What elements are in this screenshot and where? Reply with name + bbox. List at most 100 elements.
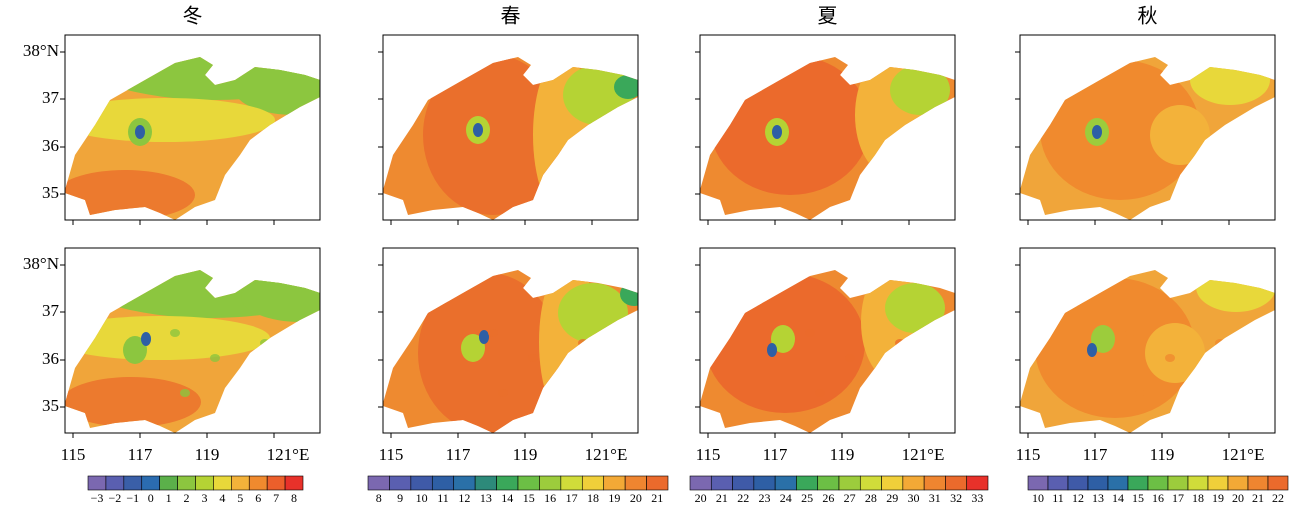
- map-panel: 115 117 119 121°E: [378, 247, 639, 464]
- colorbar-label: 17: [566, 491, 578, 505]
- colorbar-label: 24: [780, 491, 792, 505]
- colorbar-box: [796, 475, 819, 491]
- x-tick-label: 117: [446, 445, 471, 464]
- panel-frame: [382, 247, 639, 434]
- colorbar-label: 10: [416, 491, 428, 505]
- map-region: [771, 325, 795, 353]
- colorbar-box: [1067, 475, 1089, 491]
- colorbar-box: [902, 475, 925, 491]
- panel-title: 夏: [818, 6, 838, 28]
- colorbar-label: 15: [523, 491, 535, 505]
- map-region: [65, 316, 270, 360]
- colorbar-label: 8: [376, 491, 382, 505]
- map-region: [479, 330, 489, 344]
- map-fill: [383, 270, 638, 433]
- x-tick-label: 117: [1083, 445, 1108, 464]
- colorbar-label: 0: [148, 491, 154, 505]
- colorbar-label: 9: [397, 491, 403, 505]
- map-panel: [378, 34, 639, 225]
- colorbar-box: [1107, 475, 1129, 491]
- colorbar-label: 21: [1252, 491, 1264, 505]
- colorbar-box: [1027, 475, 1049, 491]
- colorbar-box: [1167, 475, 1189, 491]
- colorbar-box: [141, 475, 160, 491]
- map-spot: [210, 354, 220, 362]
- colorbar-label: 14: [1112, 491, 1124, 505]
- colorbar-box: [838, 475, 861, 491]
- map-region: [473, 123, 483, 137]
- colorbar-box: [159, 475, 178, 491]
- map-region: [1190, 57, 1270, 105]
- panel-frame: [64, 34, 321, 221]
- y-tick-label: 36: [42, 349, 59, 368]
- colorbar-label: 18: [587, 491, 599, 505]
- map-region: [1150, 105, 1210, 165]
- panel-frame: [64, 247, 321, 434]
- colorbar-box: [689, 475, 712, 491]
- colorbar-label: 12: [1072, 491, 1084, 505]
- y-tick-label: 37: [42, 88, 60, 107]
- colorbar-label: 32: [950, 491, 962, 505]
- map-spot: [1075, 299, 1085, 307]
- colorbar-label: 12: [458, 491, 470, 505]
- x-tick-label: 117: [128, 445, 153, 464]
- map-region: [135, 125, 145, 139]
- colorbar-label: −2: [108, 491, 121, 505]
- map-spot: [805, 329, 815, 337]
- map-region: [65, 170, 195, 220]
- x-tick-label: 121°E: [902, 445, 945, 464]
- colorbar-label: 31: [929, 491, 941, 505]
- map-panel: 115 117 119 121°E: [695, 247, 956, 464]
- map-fill: [700, 270, 955, 433]
- map-fill: [700, 57, 955, 220]
- panel-frame: [1019, 247, 1276, 434]
- colorbar-box: [284, 475, 304, 491]
- x-tick-label: 115: [696, 445, 721, 464]
- panel-frame: [382, 34, 639, 221]
- colorbar-label: 7: [273, 491, 279, 505]
- colorbar-box: [1267, 475, 1289, 491]
- colorbar-box: [474, 475, 497, 491]
- map-region: [710, 57, 870, 195]
- y-tick-label: 36: [42, 136, 59, 155]
- colorbar-box: [817, 475, 840, 491]
- colorbar-box: [859, 475, 882, 491]
- colorbar-box: [87, 475, 107, 491]
- panel-title: 秋: [1138, 5, 1158, 28]
- map-region: [1091, 325, 1115, 353]
- map-region: [767, 343, 777, 357]
- map-panel: 38°N 37 36 35: [23, 34, 321, 225]
- map-region: [620, 282, 638, 306]
- panel-frame: [1019, 34, 1276, 221]
- map-region: [885, 283, 945, 333]
- colorbar-box: [624, 475, 647, 491]
- colorbar-label: 20: [695, 491, 707, 505]
- colorbar-label: 11: [1052, 491, 1064, 505]
- map-region: [1040, 60, 1200, 200]
- map-fill: [1020, 270, 1275, 433]
- colorbar-label: 29: [886, 491, 898, 505]
- map-spot: [498, 389, 508, 397]
- x-tick-label: 115: [61, 445, 86, 464]
- panel-title: 春: [501, 5, 521, 28]
- colorbar-label: 19: [1212, 491, 1224, 505]
- map-spot: [488, 329, 498, 337]
- y-tick-label: 38°N: [23, 254, 59, 273]
- colorbar-box: [753, 475, 776, 491]
- colorbar-label: 28: [865, 491, 877, 505]
- colorbar-label: 19: [608, 491, 620, 505]
- colorbar-box: [1047, 475, 1069, 491]
- colorbar-label: 13: [480, 491, 492, 505]
- colorbar-box: [105, 475, 125, 491]
- map-spot: [895, 339, 905, 347]
- colorbar-label: 6: [255, 491, 261, 505]
- colorbar-box: [177, 475, 196, 491]
- colorbar-label: 16: [1152, 491, 1164, 505]
- map-region: [1092, 125, 1102, 139]
- map-spot: [1125, 329, 1135, 337]
- colorbar-box: [266, 475, 286, 491]
- colorbar-label: 21: [651, 491, 663, 505]
- map-spot: [528, 354, 538, 362]
- colorbar-box: [410, 475, 433, 491]
- colorbar-box: [774, 475, 797, 491]
